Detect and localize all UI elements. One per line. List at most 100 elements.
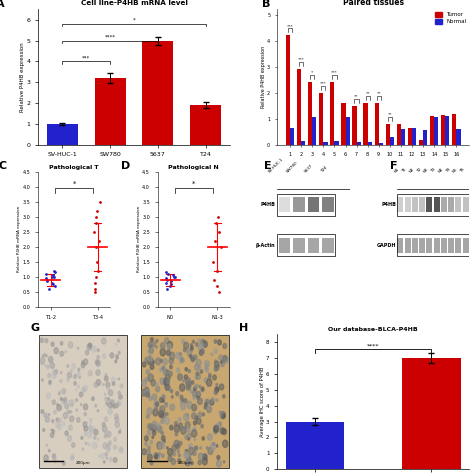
Circle shape bbox=[100, 454, 104, 459]
Circle shape bbox=[195, 343, 198, 346]
Text: T5: T5 bbox=[459, 167, 465, 173]
Circle shape bbox=[157, 442, 162, 449]
Circle shape bbox=[191, 381, 194, 384]
Bar bbox=[412, 128, 416, 145]
Circle shape bbox=[115, 414, 118, 419]
Circle shape bbox=[188, 457, 191, 462]
Circle shape bbox=[193, 386, 196, 390]
Circle shape bbox=[166, 447, 168, 449]
Bar bbox=[279, 237, 290, 253]
Circle shape bbox=[198, 453, 203, 460]
Circle shape bbox=[156, 346, 157, 348]
Circle shape bbox=[53, 370, 57, 375]
Circle shape bbox=[105, 397, 108, 401]
Circle shape bbox=[118, 339, 119, 342]
Title: Our database-BLCA-P4HB: Our database-BLCA-P4HB bbox=[328, 327, 418, 332]
Point bbox=[164, 285, 171, 293]
Circle shape bbox=[180, 359, 183, 363]
Point bbox=[211, 237, 219, 245]
Circle shape bbox=[217, 456, 220, 459]
Bar bbox=[286, 421, 344, 469]
Circle shape bbox=[92, 346, 96, 352]
Text: T24: T24 bbox=[319, 165, 328, 173]
Circle shape bbox=[167, 344, 171, 350]
Bar bbox=[427, 197, 432, 212]
Circle shape bbox=[115, 360, 117, 363]
Circle shape bbox=[108, 402, 112, 408]
Circle shape bbox=[62, 389, 65, 394]
Text: P4HB: P4HB bbox=[381, 202, 396, 208]
Circle shape bbox=[48, 356, 53, 363]
Circle shape bbox=[181, 399, 183, 402]
Circle shape bbox=[192, 451, 196, 456]
Circle shape bbox=[46, 445, 47, 446]
Circle shape bbox=[214, 339, 217, 343]
Circle shape bbox=[64, 412, 68, 419]
Circle shape bbox=[152, 421, 157, 428]
Bar bbox=[141, 336, 229, 468]
Point bbox=[48, 273, 55, 281]
Circle shape bbox=[90, 423, 91, 425]
Circle shape bbox=[175, 432, 178, 436]
Circle shape bbox=[155, 358, 161, 365]
Circle shape bbox=[152, 436, 154, 438]
Circle shape bbox=[160, 368, 162, 371]
Circle shape bbox=[145, 389, 148, 395]
Circle shape bbox=[172, 396, 173, 398]
Circle shape bbox=[195, 416, 198, 420]
Circle shape bbox=[174, 421, 177, 426]
Circle shape bbox=[220, 411, 226, 419]
Circle shape bbox=[109, 457, 112, 462]
Circle shape bbox=[62, 422, 65, 426]
Circle shape bbox=[210, 400, 214, 405]
Circle shape bbox=[153, 409, 158, 416]
Bar bbox=[293, 237, 305, 253]
Circle shape bbox=[98, 438, 99, 440]
Circle shape bbox=[96, 380, 100, 385]
Point bbox=[43, 274, 50, 282]
Circle shape bbox=[187, 428, 190, 432]
Bar bbox=[405, 237, 410, 253]
Circle shape bbox=[207, 405, 209, 409]
Circle shape bbox=[150, 337, 153, 342]
Circle shape bbox=[94, 436, 96, 439]
Circle shape bbox=[147, 408, 152, 415]
Circle shape bbox=[194, 355, 197, 360]
Y-axis label: Relative P4HB mRNA expression: Relative P4HB mRNA expression bbox=[17, 206, 21, 273]
Circle shape bbox=[105, 374, 107, 376]
Bar bbox=[319, 93, 323, 145]
Circle shape bbox=[44, 354, 46, 356]
Circle shape bbox=[170, 404, 174, 410]
Circle shape bbox=[179, 423, 182, 428]
Circle shape bbox=[44, 413, 47, 418]
Point bbox=[91, 285, 99, 293]
Circle shape bbox=[48, 414, 50, 416]
Circle shape bbox=[161, 419, 164, 423]
Circle shape bbox=[108, 440, 112, 446]
Circle shape bbox=[65, 431, 68, 436]
Circle shape bbox=[184, 342, 189, 349]
Text: G: G bbox=[30, 323, 39, 333]
Circle shape bbox=[198, 460, 201, 465]
Circle shape bbox=[164, 403, 168, 407]
Circle shape bbox=[97, 410, 99, 412]
Text: *: * bbox=[311, 71, 313, 75]
Circle shape bbox=[198, 344, 203, 351]
Circle shape bbox=[102, 426, 107, 432]
Circle shape bbox=[160, 398, 163, 402]
Circle shape bbox=[202, 413, 204, 416]
Circle shape bbox=[191, 344, 192, 346]
Point bbox=[95, 237, 102, 245]
Bar bbox=[39, 336, 127, 468]
Circle shape bbox=[221, 362, 224, 367]
Bar bbox=[419, 237, 425, 253]
Bar bbox=[346, 118, 350, 145]
Circle shape bbox=[78, 373, 80, 376]
Circle shape bbox=[179, 353, 181, 356]
Bar bbox=[412, 237, 418, 253]
Circle shape bbox=[67, 379, 69, 381]
Bar bbox=[142, 41, 173, 145]
Text: N2: N2 bbox=[408, 167, 415, 173]
Circle shape bbox=[162, 454, 164, 457]
Bar bbox=[427, 237, 432, 253]
